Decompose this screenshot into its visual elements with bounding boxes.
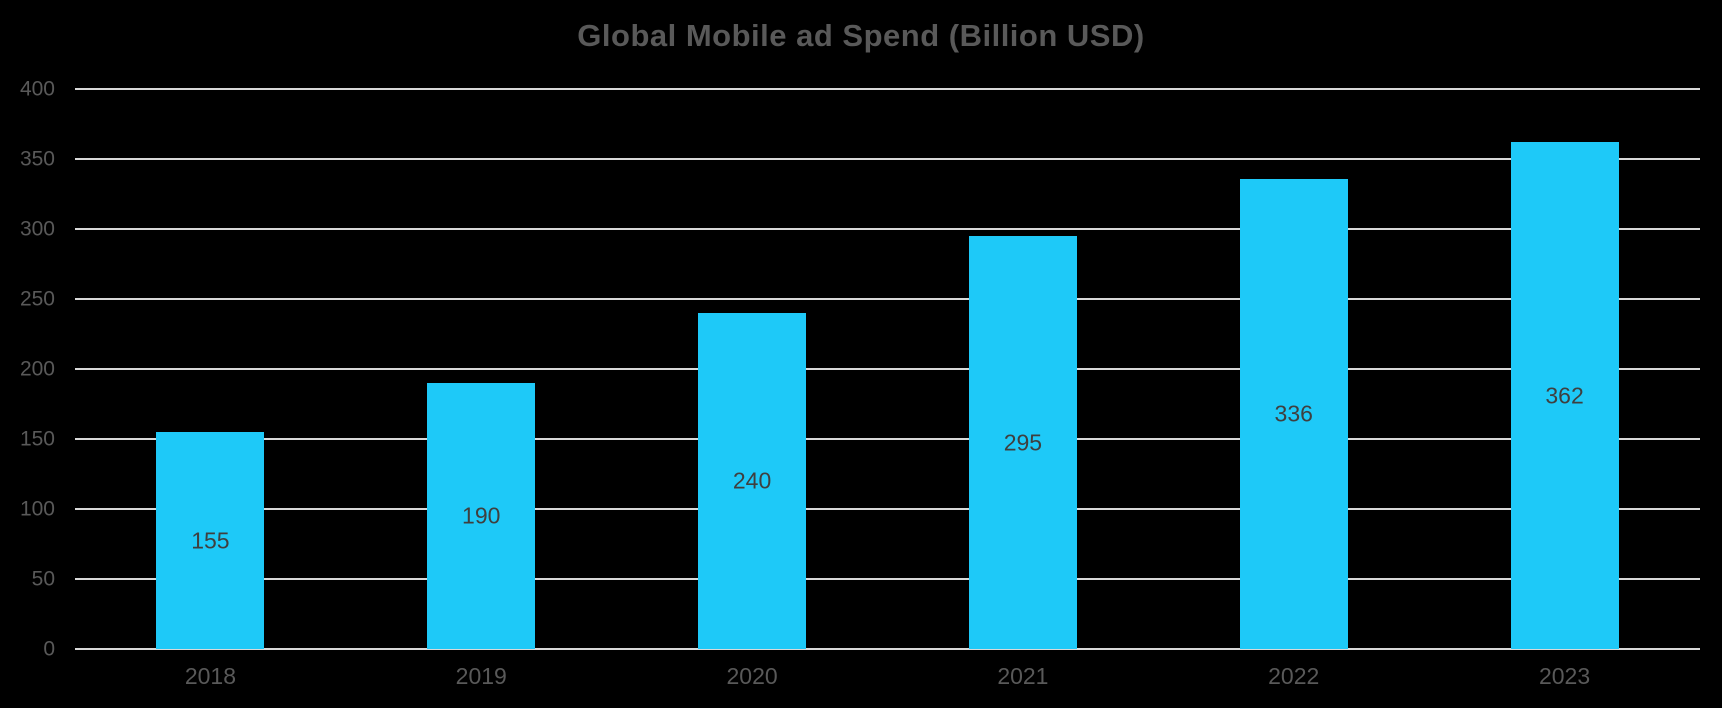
- y-axis-tick-label: 400: [19, 77, 55, 101]
- y-axis-tick-label: 150: [19, 427, 55, 451]
- gridline: [75, 228, 1700, 230]
- bar-value-label: 240: [732, 467, 772, 494]
- y-axis-tick-label: 300: [19, 217, 55, 241]
- x-axis: 2018 2019 2020 2021 2022 2023: [75, 665, 1700, 688]
- gridlines: [75, 88, 1700, 650]
- y-axis-tick-label: 100: [19, 497, 55, 521]
- x-axis-tick-label: 2018: [184, 663, 236, 689]
- gridline: [75, 368, 1700, 370]
- gridline: [75, 438, 1700, 440]
- y-axis-tick-label: 250: [19, 287, 55, 311]
- bar-slot: 240: [617, 89, 888, 649]
- gridline: [75, 648, 1700, 650]
- bar-value-label: 295: [1003, 429, 1043, 455]
- bar-2019: 190: [427, 383, 536, 649]
- bar-value-label: 190: [462, 502, 501, 529]
- bar-value-label: 336: [1274, 400, 1313, 427]
- bar-2020: 240: [698, 313, 807, 649]
- x-axis-tick-label: 2021: [997, 663, 1049, 689]
- x-axis-tick-label: 2020: [726, 663, 778, 689]
- x-axis-tick-label: 2023: [1538, 663, 1591, 689]
- y-axis-tick-label: 50: [31, 567, 55, 591]
- bar-slot: 336: [1158, 89, 1429, 649]
- gridline: [75, 158, 1700, 160]
- y-axis-tick-label: 200: [19, 357, 55, 381]
- y-axis: 0 50 100 150 200 250 300 350 400: [0, 79, 55, 660]
- chart-title: Global Mobile ad Spend (Billion USD): [577, 18, 1145, 53]
- x-axis-tick-label: 2019: [455, 663, 507, 689]
- bar-2021: 295: [968, 236, 1077, 649]
- bar-slot: 295: [887, 89, 1158, 649]
- bar-2018: 155: [156, 432, 265, 649]
- plot-area: 155 190 240 295 336 362: [75, 88, 1700, 650]
- bar-series: 155 190 240 295 336 362: [75, 89, 1700, 649]
- x-axis-tick-label: 2022: [1268, 663, 1320, 689]
- bar-2023: 362: [1510, 142, 1619, 649]
- gridline: [75, 88, 1700, 90]
- gridline: [75, 508, 1700, 510]
- y-axis-tick-label: 0: [43, 637, 55, 661]
- gridline: [75, 578, 1700, 580]
- bar-slot: 190: [346, 89, 617, 649]
- gridline: [75, 298, 1700, 300]
- bar-slot: 362: [1429, 89, 1700, 649]
- bar-2022: 336: [1239, 178, 1348, 649]
- bar-value-label: 362: [1545, 382, 1584, 409]
- bar-slot: 155: [75, 89, 346, 649]
- bar-value-label: 155: [191, 527, 230, 553]
- y-axis-tick-label: 350: [19, 147, 55, 171]
